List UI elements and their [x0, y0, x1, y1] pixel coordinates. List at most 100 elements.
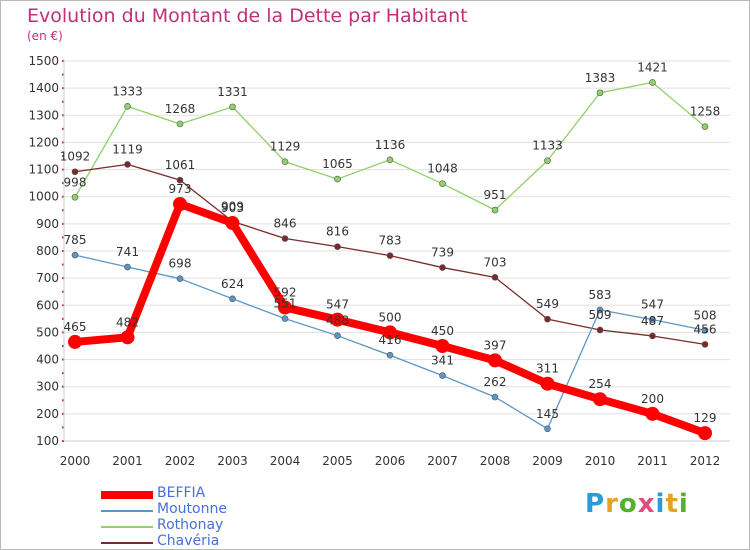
data-point-moutonne [701, 326, 709, 334]
y-tick-label: 300 [36, 380, 59, 394]
data-point-rothonay [386, 156, 394, 164]
proxiti-logo: Proxiti [585, 489, 689, 519]
data-label-moutonne: 698 [169, 257, 192, 271]
data-label-beffia: 200 [641, 392, 664, 406]
data-label-beffia: 547 [326, 298, 349, 312]
data-point-rothonay [649, 79, 656, 86]
y-minor-tick [62, 222, 64, 225]
x-tick-label: 2003 [217, 454, 248, 468]
data-label-beffia: 592 [274, 285, 297, 299]
y-tick-label: 900 [36, 217, 59, 231]
x-tick-label: 2011 [637, 454, 668, 468]
x-tick-label: 2002 [165, 454, 196, 468]
data-label-rothonay: 1268 [165, 102, 196, 116]
y-minor-tick [62, 372, 64, 375]
y-tick-label: 1000 [28, 190, 59, 204]
data-point-chavria [334, 243, 341, 250]
x-tick-label: 2001 [112, 454, 143, 468]
y-tick-label: 1500 [28, 54, 59, 68]
x-tick-label: 2009 [532, 454, 563, 468]
data-label-rothonay: 951 [484, 188, 507, 202]
x-tick-label: 2007 [427, 454, 458, 468]
y-minor-tick [62, 331, 64, 334]
data-point-chavria [439, 264, 446, 271]
data-label-chavria: 846 [274, 217, 297, 231]
y-minor-tick [62, 195, 64, 198]
data-label-beffia: 450 [431, 324, 454, 338]
data-label-moutonne: 341 [431, 354, 454, 368]
data-label-chavria: 783 [379, 234, 402, 248]
y-minor-tick [62, 399, 64, 402]
data-point-chavria [386, 252, 394, 259]
data-label-beffia: 465 [64, 320, 87, 334]
y-minor-tick [62, 87, 64, 90]
chart-title: Evolution du Montant de la Dette par Hab… [27, 5, 468, 27]
data-point-moutonne [71, 251, 79, 259]
y-tick-label: 1200 [28, 135, 59, 149]
data-label-moutonne: 624 [221, 277, 244, 291]
data-label-chavria: 816 [326, 225, 349, 239]
data-label-moutonne: 262 [484, 375, 507, 389]
y-minor-tick [62, 141, 64, 144]
y-tick-label: 600 [36, 298, 59, 312]
data-point-rothonay [439, 180, 446, 187]
data-label-rothonay: 1258 [690, 105, 721, 119]
data-point-beffia [330, 312, 345, 327]
data-label-moutonne: 583 [589, 288, 612, 302]
data-point-beffia [120, 330, 135, 345]
y-minor-tick [62, 100, 64, 103]
y-minor-tick [62, 412, 64, 415]
data-point-rothonay [334, 175, 341, 183]
data-label-rothonay: 1136 [375, 138, 406, 152]
y-minor-tick [62, 250, 64, 252]
data-label-beffia: 397 [484, 338, 507, 352]
data-point-chavria [701, 341, 709, 348]
data-label-beffia: 311 [536, 362, 559, 376]
y-minor-tick [62, 155, 64, 157]
x-tick-label: 2005 [322, 454, 353, 468]
data-label-chavria: 1092 [60, 150, 91, 164]
legend-swatch [101, 526, 153, 528]
x-tick-label: 2004 [270, 454, 301, 468]
data-label-chavria: 909 [221, 199, 244, 213]
data-label-moutonne: 416 [379, 333, 402, 347]
data-point-moutonne [544, 425, 551, 433]
data-point-chavria [649, 332, 656, 340]
y-minor-tick [62, 114, 64, 117]
data-point-moutonne [281, 315, 289, 322]
y-tick-label: 700 [36, 271, 59, 285]
data-label-beffia: 973 [169, 182, 192, 196]
legend-swatch [101, 491, 153, 499]
data-label-beffia: 903 [221, 201, 244, 215]
y-tick-label: 1300 [28, 108, 59, 122]
data-point-rothonay [71, 193, 79, 201]
y-minor-tick [62, 358, 64, 361]
data-point-moutonne [124, 263, 131, 271]
data-point-moutonne [334, 332, 341, 339]
y-tick-label: 800 [36, 244, 59, 258]
data-label-chavria: 509 [589, 308, 612, 322]
y-tick-label: 100 [36, 434, 59, 448]
y-minor-tick [62, 60, 64, 62]
y-minor-tick [62, 304, 64, 307]
data-point-moutonne [229, 295, 236, 303]
data-label-moutonne: 508 [694, 308, 717, 322]
data-label-moutonne: 145 [536, 407, 559, 421]
y-minor-tick [62, 182, 64, 185]
data-label-chavria: 1061 [165, 158, 196, 172]
data-label-moutonne: 551 [274, 297, 297, 311]
y-tick-label: 200 [36, 407, 59, 421]
data-point-beffia [488, 353, 502, 368]
x-tick-label: 2012 [690, 454, 721, 468]
y-minor-tick [62, 168, 64, 171]
x-tick-label: 2010 [585, 454, 616, 468]
data-label-rothonay: 1421 [637, 60, 668, 74]
data-label-beffia: 482 [116, 315, 139, 329]
y-minor-tick [62, 236, 64, 239]
data-point-beffia [645, 406, 660, 421]
data-point-beffia [225, 216, 240, 231]
data-point-moutonne [439, 372, 446, 379]
y-minor-tick [62, 73, 64, 76]
y-minor-tick [62, 426, 64, 429]
